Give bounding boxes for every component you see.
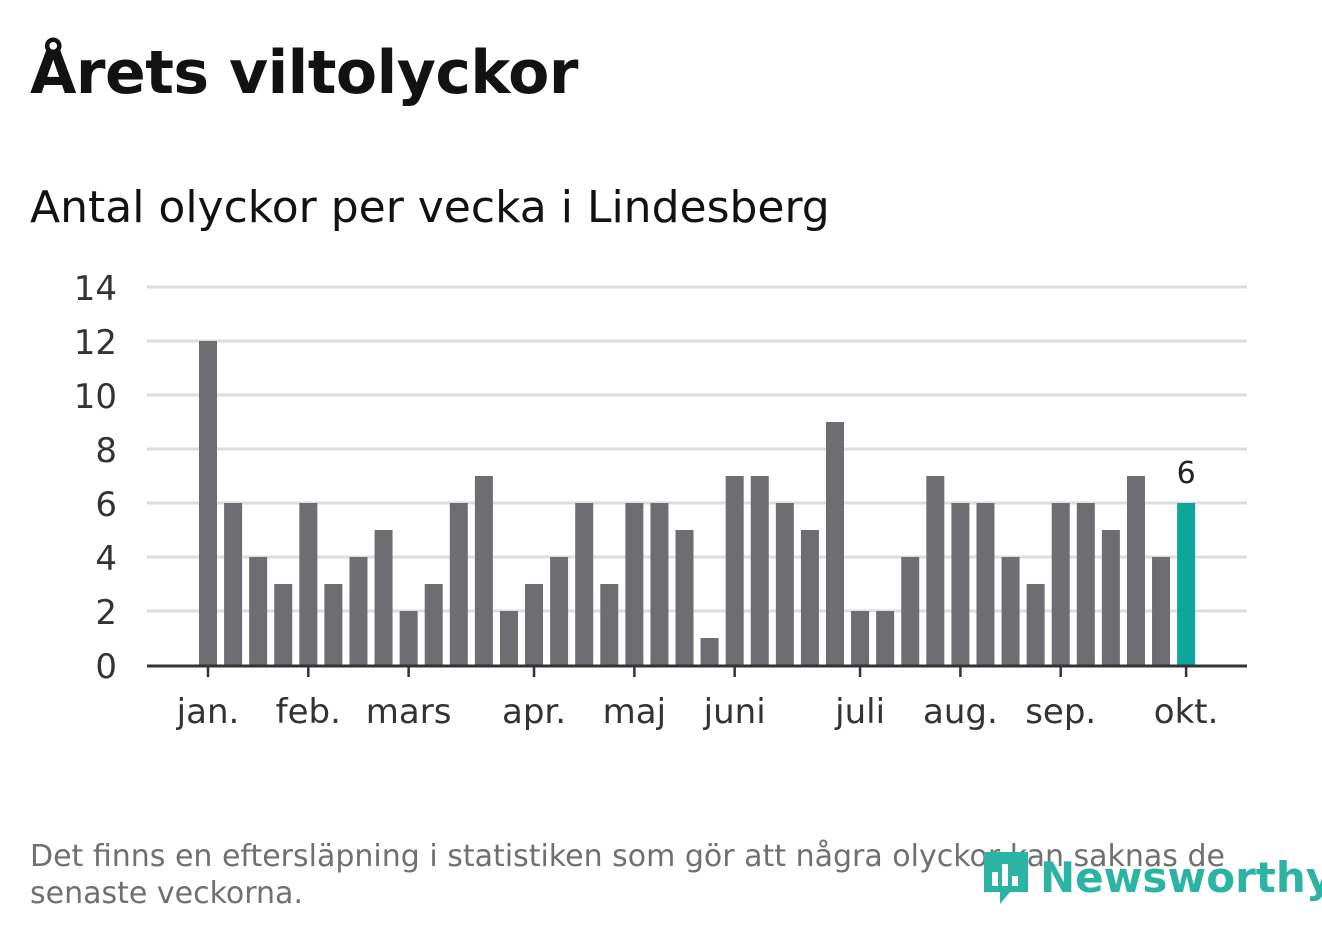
bar [274, 584, 293, 665]
chart-title: Årets viltolyckor [30, 38, 579, 108]
bar [675, 530, 694, 665]
x-tick-label: apr. [502, 692, 566, 732]
bar [1126, 476, 1145, 665]
bar [399, 611, 418, 665]
x-tick-label: feb. [276, 692, 341, 732]
bar [1152, 557, 1171, 665]
bar [299, 503, 318, 665]
x-tick-label: sep. [1025, 692, 1096, 732]
y-tick-label: 2 [95, 593, 117, 633]
bar [775, 503, 794, 665]
y-tick-label: 12 [74, 323, 117, 363]
bar [249, 557, 268, 665]
x-tick-label: jan. [176, 692, 240, 732]
newsworthy-logo-icon [984, 852, 1028, 904]
bar [826, 422, 844, 665]
bar [926, 476, 945, 665]
bar [525, 584, 544, 665]
newsworthy-logo: Newsworthy [980, 846, 1322, 908]
bar [324, 584, 343, 665]
x-tick-label: mars [366, 692, 452, 732]
bar [349, 557, 368, 665]
bar [1076, 503, 1095, 665]
bar [650, 503, 669, 665]
bar [800, 530, 819, 665]
bar [424, 584, 443, 665]
bar [1001, 557, 1020, 665]
x-tick-label: aug. [923, 692, 998, 732]
bar [700, 638, 719, 665]
x-tick-label: juli [834, 692, 885, 732]
bar [851, 611, 870, 665]
bar [1026, 584, 1045, 665]
y-tick-label: 6 [95, 485, 117, 525]
bar [1051, 503, 1070, 665]
bar [876, 611, 895, 665]
y-tick-label: 10 [74, 377, 117, 417]
bar-highlight [1177, 503, 1196, 665]
bar [575, 503, 594, 665]
bar [725, 476, 744, 665]
y-tick-label: 8 [95, 431, 117, 471]
bar [449, 503, 468, 665]
chart-subtitle: Antal olyckor per vecka i Lindesberg [30, 182, 830, 233]
y-tick-label: 4 [95, 539, 117, 579]
y-tick-label: 14 [74, 269, 117, 309]
bar [901, 557, 920, 665]
bar [550, 557, 569, 665]
bar [750, 476, 769, 665]
bar [499, 611, 518, 665]
bar-chart: 0 2 4 6 8 10 12 14 6 jan. feb. mars apr. maj juni juli a… [74, 269, 1247, 732]
bar [951, 503, 970, 665]
bar [374, 530, 393, 665]
x-tick-label: okt. [1154, 692, 1219, 732]
bar [224, 503, 243, 665]
x-tick-label: juni [703, 692, 766, 732]
bar [600, 584, 619, 665]
bar [976, 503, 995, 665]
bar [199, 341, 217, 665]
bar [1101, 530, 1120, 665]
newsworthy-logo-text: Newsworthy [1040, 852, 1322, 902]
x-tick-label: maj [603, 692, 666, 732]
bar [474, 476, 493, 665]
y-tick-label: 0 [95, 647, 117, 687]
bar [625, 503, 644, 665]
data-label: 6 [1177, 456, 1196, 491]
